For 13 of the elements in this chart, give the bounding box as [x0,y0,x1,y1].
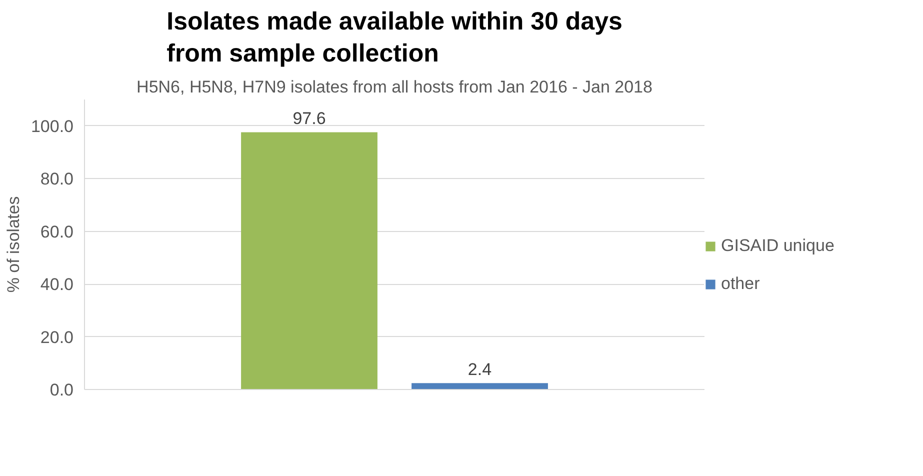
y-tick-label: 60.0 [40,222,74,242]
chart-subtitle: H5N6, H5N8, H7N9 isolates from all hosts from Jan 2016 - Jan 2018 [136,78,652,96]
legend-label: other [721,274,760,294]
y-axis-title: % of isolates [4,196,23,293]
chart-title: Isolates made available within 30 days from sample collection [166,7,622,68]
y-tick-label: 20.0 [40,328,74,347]
y-tick-label: 80.0 [40,170,74,189]
legend-label: GISAID unique [721,236,834,256]
data-label: 97.6 [292,109,326,128]
y-tick-label: 0.0 [50,380,74,400]
data-label: 2.4 [468,360,492,380]
y-tick-label: 40.0 [40,275,74,294]
y-tick-label: 100.0 [30,116,74,136]
